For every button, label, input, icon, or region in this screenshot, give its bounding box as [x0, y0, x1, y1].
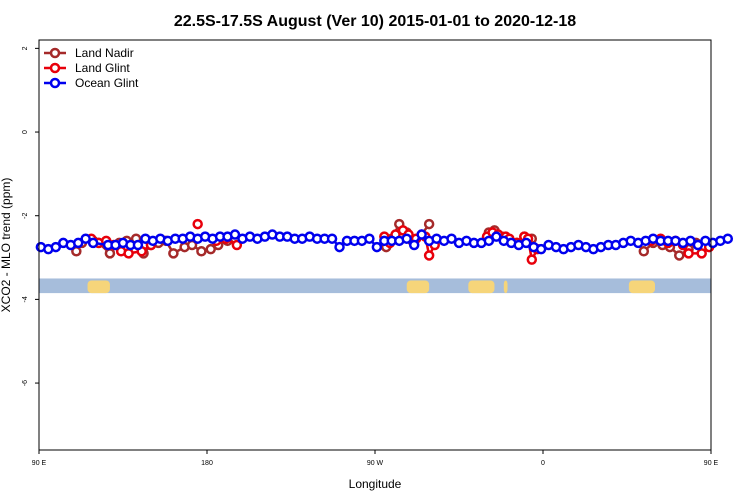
- data-point: [683, 248, 694, 259]
- y-tick-label: 0: [22, 130, 29, 134]
- data-point: [132, 239, 144, 251]
- data-point: [696, 248, 707, 259]
- axes: 90 E 180 90 W 0 90 E 2 0 -2 -4 -6: [22, 46, 719, 467]
- data-point: [364, 233, 375, 244]
- legend-marker: [49, 77, 61, 89]
- data-point: [326, 233, 338, 244]
- series-ocean-glint: [35, 229, 734, 255]
- data-point: [446, 233, 457, 244]
- x-axis-label: Longitude: [349, 477, 402, 491]
- data-point: [638, 246, 650, 257]
- legend-marker: [49, 47, 61, 59]
- y-tick-label: 2: [22, 46, 29, 50]
- y-tick-label: -2: [22, 213, 29, 219]
- data-point: [196, 246, 207, 257]
- data-point: [483, 235, 495, 247]
- data-point: [87, 237, 99, 249]
- data-point: [371, 241, 383, 253]
- data-point: [72, 237, 84, 249]
- data-point: [491, 231, 502, 242]
- data-point: [722, 233, 734, 244]
- data-point: [334, 241, 345, 253]
- x-tick-label: 90 E: [704, 460, 719, 467]
- y-tick-label: -4: [22, 296, 29, 302]
- legend-label: Ocean Glint: [75, 76, 139, 90]
- land-ocean-band: [39, 278, 711, 294]
- data-point: [526, 254, 538, 265]
- land-segment: [87, 280, 110, 294]
- land-segment: [503, 280, 508, 294]
- x-tick-label: 90 E: [32, 460, 47, 467]
- data-point: [231, 239, 243, 251]
- legend-label: Land Glint: [75, 61, 130, 75]
- x-tick-label: 90 W: [367, 460, 384, 467]
- chart-title: 22.5S-17.5S August (Ver 10) 2015-01-01 t…: [174, 13, 576, 30]
- data-point: [104, 248, 116, 259]
- data-point: [692, 239, 704, 251]
- data-point: [423, 250, 435, 261]
- ocean-band: [39, 278, 711, 294]
- data-point: [685, 235, 696, 247]
- land-segment: [406, 280, 430, 294]
- land-segment: [468, 280, 495, 294]
- data-point: [205, 243, 216, 255]
- data-point: [50, 241, 62, 253]
- data-point: [401, 233, 412, 244]
- data-point: [123, 248, 134, 259]
- land-segment: [628, 280, 655, 294]
- legend-marker: [49, 62, 61, 74]
- series-layer: [35, 218, 734, 265]
- data-point: [423, 218, 435, 230]
- data-point: [535, 243, 547, 255]
- legend-label: Land Nadir: [75, 46, 134, 60]
- x-tick-label: 180: [201, 460, 213, 467]
- data-point: [229, 229, 241, 240]
- plot-frame: [38, 39, 712, 451]
- data-point: [416, 229, 427, 240]
- data-point: [408, 239, 420, 251]
- data-point: [80, 233, 91, 244]
- data-point: [168, 248, 179, 259]
- data-point: [192, 218, 203, 230]
- data-point: [520, 237, 532, 249]
- x-tick-label: 0: [541, 460, 545, 467]
- y-axis-label: XCO2 - MLO trend (ppm): [0, 178, 13, 313]
- data-point: [674, 250, 685, 261]
- y-tick-label: -6: [22, 380, 29, 386]
